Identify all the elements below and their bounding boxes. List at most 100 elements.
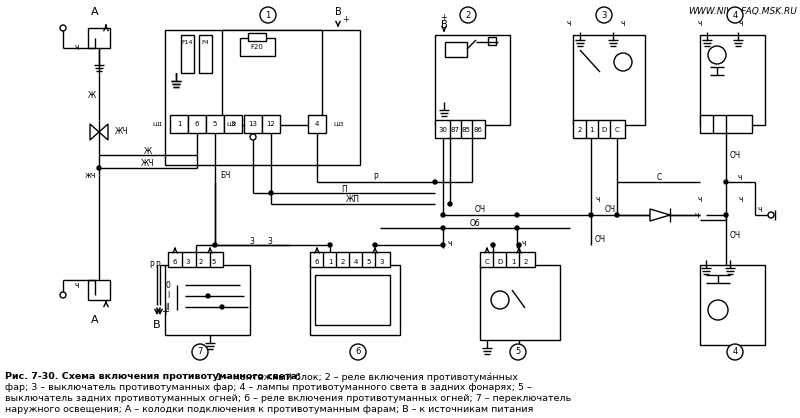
Text: П: П xyxy=(341,184,347,194)
Text: ОЧ: ОЧ xyxy=(730,150,741,160)
Text: Ж: Ж xyxy=(88,91,96,99)
Text: 30: 30 xyxy=(438,127,447,133)
Text: 1: 1 xyxy=(589,127,594,133)
Text: ЖЧ: ЖЧ xyxy=(115,127,129,137)
Text: F20: F20 xyxy=(250,44,263,50)
Circle shape xyxy=(727,344,743,360)
Text: Ш2: Ш2 xyxy=(226,122,237,127)
Text: ОЧ: ОЧ xyxy=(730,230,741,240)
Text: В: В xyxy=(153,320,161,330)
Text: 3: 3 xyxy=(250,237,254,245)
Text: 87: 87 xyxy=(450,127,459,133)
Text: ч: ч xyxy=(74,43,79,53)
Polygon shape xyxy=(99,124,108,140)
Bar xyxy=(435,120,485,138)
Text: 1: 1 xyxy=(177,121,182,127)
Text: 2: 2 xyxy=(341,259,345,265)
Circle shape xyxy=(441,243,445,247)
Circle shape xyxy=(220,305,224,309)
Text: С: С xyxy=(656,173,662,183)
Bar xyxy=(222,30,322,125)
Text: ч: ч xyxy=(738,196,743,204)
Text: 12: 12 xyxy=(266,121,275,127)
Text: 3: 3 xyxy=(230,121,235,127)
Text: D: D xyxy=(602,127,606,133)
Text: ч: ч xyxy=(738,20,743,28)
Text: 6: 6 xyxy=(355,347,361,357)
Text: 6: 6 xyxy=(194,121,199,127)
Circle shape xyxy=(60,292,66,298)
Text: Ж: Ж xyxy=(144,146,152,155)
Text: ч: ч xyxy=(521,239,526,247)
Text: 85: 85 xyxy=(462,127,470,133)
Text: Ш1: Ш1 xyxy=(153,122,163,127)
Text: D: D xyxy=(498,259,502,265)
Circle shape xyxy=(724,180,728,184)
Text: +: + xyxy=(342,15,350,23)
Text: ОЧ: ОЧ xyxy=(474,206,486,214)
Circle shape xyxy=(515,226,519,230)
Text: 4: 4 xyxy=(354,259,358,265)
Circle shape xyxy=(589,213,593,217)
Text: 2: 2 xyxy=(578,127,582,133)
Text: 13: 13 xyxy=(249,121,258,127)
Text: А: А xyxy=(91,315,99,325)
Text: 1 – монтажный блок; 2 – реле включения противотума́нных: 1 – монтажный блок; 2 – реле включения п… xyxy=(213,372,518,382)
Text: +: + xyxy=(712,50,722,60)
Polygon shape xyxy=(650,209,670,221)
Text: +: + xyxy=(161,307,169,317)
Bar xyxy=(480,265,560,340)
Bar xyxy=(700,265,765,345)
Text: 4: 4 xyxy=(732,10,738,20)
Text: 3: 3 xyxy=(267,237,273,245)
Bar xyxy=(199,35,212,73)
Text: ч: ч xyxy=(738,173,742,183)
Text: Р: Р xyxy=(374,173,378,183)
Text: Рис. 7-30. Схема включения противотуманного света:: Рис. 7-30. Схема включения противотуманн… xyxy=(5,372,301,381)
Text: наружного освещения; А – колодки подключения к противотуманным фарам; В – к исто: наружного освещения; А – колодки подключ… xyxy=(5,405,534,414)
Text: 1: 1 xyxy=(510,259,515,265)
Circle shape xyxy=(206,294,210,298)
Circle shape xyxy=(373,243,377,247)
Circle shape xyxy=(614,53,632,71)
Text: 2: 2 xyxy=(466,10,470,20)
Bar xyxy=(310,265,400,335)
Bar xyxy=(573,35,645,125)
Bar xyxy=(88,280,110,300)
Bar xyxy=(435,35,510,125)
Text: ч: ч xyxy=(694,212,699,221)
Text: 2: 2 xyxy=(524,259,528,265)
Circle shape xyxy=(192,344,208,360)
Bar xyxy=(224,115,242,133)
Circle shape xyxy=(269,191,273,195)
Polygon shape xyxy=(90,124,99,140)
Circle shape xyxy=(250,134,256,140)
Circle shape xyxy=(97,166,101,170)
Circle shape xyxy=(517,243,521,247)
Bar xyxy=(480,252,535,267)
Text: Р: Р xyxy=(150,260,154,270)
Text: В: В xyxy=(441,20,447,30)
Text: 1: 1 xyxy=(266,10,270,20)
Circle shape xyxy=(491,291,509,309)
Bar xyxy=(88,28,110,48)
Text: фар; 3 – выключатель противотуманных фар; 4 – лампы противотуманного света в зад: фар; 3 – выключатель противотуманных фар… xyxy=(5,383,532,392)
Text: жч: жч xyxy=(85,171,96,179)
Text: 4: 4 xyxy=(315,121,319,127)
Circle shape xyxy=(448,202,452,206)
Text: WWW.NIVA-FAQ.MSK.RU: WWW.NIVA-FAQ.MSK.RU xyxy=(688,7,797,16)
Text: C: C xyxy=(614,127,619,133)
Text: F14: F14 xyxy=(182,39,193,44)
Text: Ш3: Ш3 xyxy=(333,122,344,127)
Bar xyxy=(262,115,280,133)
Text: 5: 5 xyxy=(515,347,521,357)
Text: ч: ч xyxy=(698,196,702,204)
Bar xyxy=(206,115,224,133)
Bar xyxy=(310,252,390,267)
Circle shape xyxy=(328,243,332,247)
Text: 86: 86 xyxy=(474,127,482,133)
Text: C: C xyxy=(485,259,490,265)
Text: ОЧ: ОЧ xyxy=(595,235,606,245)
Bar xyxy=(573,120,625,138)
Circle shape xyxy=(768,212,774,218)
